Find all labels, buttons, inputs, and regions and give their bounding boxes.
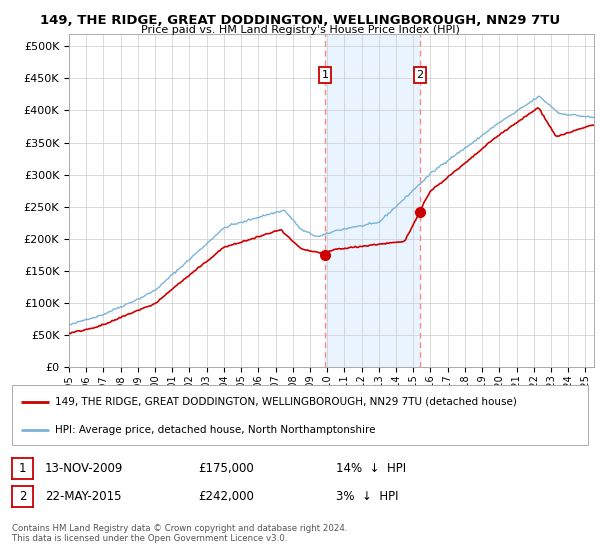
Text: Contains HM Land Registry data © Crown copyright and database right 2024.
This d: Contains HM Land Registry data © Crown c…	[12, 524, 347, 543]
Text: £242,000: £242,000	[198, 489, 254, 503]
Bar	[325, 34, 420, 367]
Text: 1: 1	[322, 70, 328, 80]
Text: Price paid vs. HM Land Registry's House Price Index (HPI): Price paid vs. HM Land Registry's House …	[140, 25, 460, 35]
Text: 2: 2	[416, 70, 424, 80]
Text: 2: 2	[19, 489, 26, 503]
Text: £175,000: £175,000	[198, 461, 254, 475]
Text: HPI: Average price, detached house, North Northamptonshire: HPI: Average price, detached house, Nort…	[55, 425, 376, 435]
Text: 1: 1	[19, 461, 26, 475]
Text: 22-MAY-2015: 22-MAY-2015	[45, 489, 121, 503]
Text: 149, THE RIDGE, GREAT DODDINGTON, WELLINGBOROUGH, NN29 7TU: 149, THE RIDGE, GREAT DODDINGTON, WELLIN…	[40, 14, 560, 27]
Text: 13-NOV-2009: 13-NOV-2009	[45, 461, 124, 475]
Text: 14%  ↓  HPI: 14% ↓ HPI	[336, 461, 406, 475]
Text: 149, THE RIDGE, GREAT DODDINGTON, WELLINGBOROUGH, NN29 7TU (detached house): 149, THE RIDGE, GREAT DODDINGTON, WELLIN…	[55, 396, 517, 407]
Text: 3%  ↓  HPI: 3% ↓ HPI	[336, 489, 398, 503]
